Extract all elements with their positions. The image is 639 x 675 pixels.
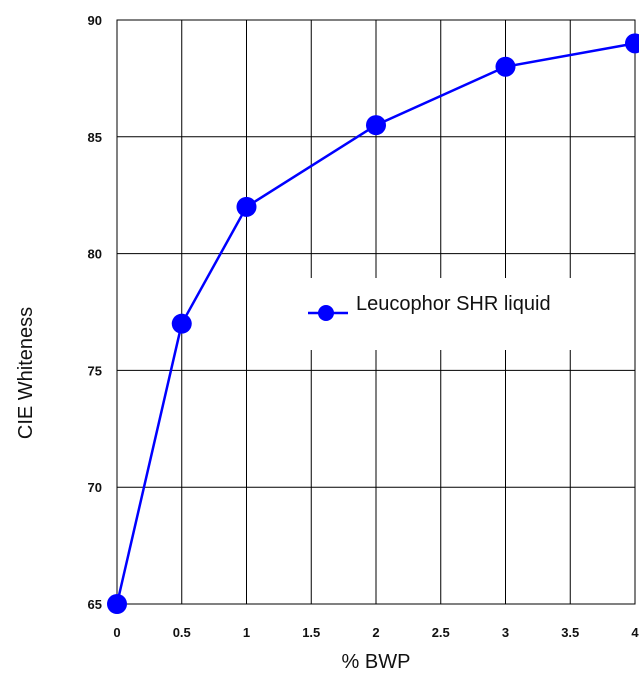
x-tick-label: 2	[372, 625, 379, 640]
data-point	[625, 33, 639, 54]
series-line	[115, 42, 636, 605]
x-tick-label: 0.5	[173, 625, 191, 640]
y-tick-label: 90	[88, 13, 102, 28]
legend-box	[300, 278, 606, 350]
legend-label: Leucophor SHR liquid	[356, 293, 551, 315]
x-tick-label: 4	[631, 625, 639, 640]
legend: Leucophor SHR liquid	[308, 293, 551, 321]
y-tick-label: 85	[88, 130, 102, 145]
data-point	[366, 115, 386, 136]
series-layer	[107, 33, 639, 614]
y-axis-title: CIE Whiteness	[15, 307, 37, 439]
data-point	[495, 56, 516, 77]
y-tick-label: 65	[88, 597, 102, 612]
y-tick-label: 70	[88, 480, 102, 495]
y-tick-labels: 65 70 75 80 85 90	[88, 13, 102, 612]
x-axis-title: % BWP	[342, 651, 411, 673]
legend-background	[300, 278, 606, 350]
x-tick-label: 3.5	[561, 625, 579, 640]
grid	[116, 19, 636, 605]
x-tick-label: 0	[113, 625, 120, 640]
data-point	[107, 594, 127, 614]
x-tick-label: 1.5	[302, 625, 320, 640]
data-point	[171, 313, 192, 334]
data-point	[236, 196, 257, 217]
legend-marker	[318, 305, 334, 321]
x-tick-label: 2.5	[432, 625, 450, 640]
x-tick-labels: 0 0.5 1 1.5 2 2.5 3 3.5 4	[113, 625, 639, 640]
y-tick-label: 80	[88, 247, 102, 262]
x-tick-label: 3	[502, 625, 509, 640]
y-tick-label: 75	[88, 363, 102, 378]
x-tick-label: 1	[243, 625, 250, 640]
